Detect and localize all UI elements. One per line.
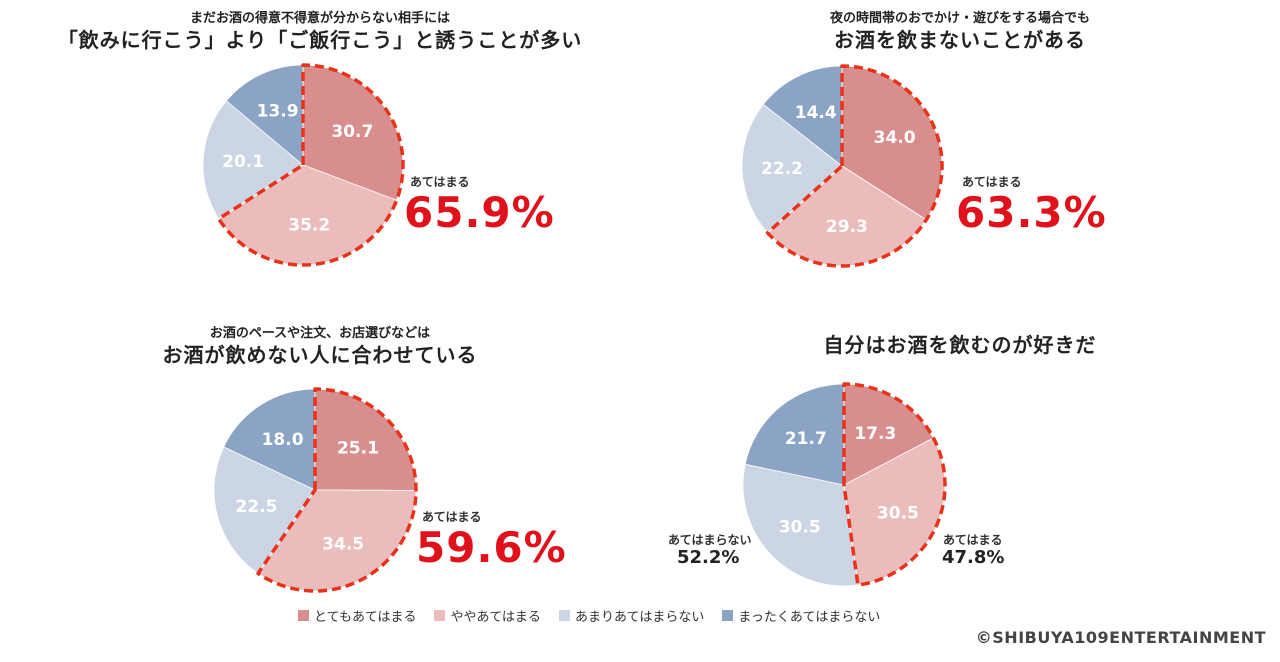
legend-label: とてもあてはまる: [314, 609, 417, 625]
slice-value-label: 30.7: [331, 122, 373, 142]
pie-slice: [744, 383, 845, 486]
slice-value-label: 30.5: [877, 504, 919, 524]
copyright: ©SHIBUYA109ENTERTAINMENT: [975, 628, 1266, 647]
slice-value-label: 14.4: [795, 103, 837, 123]
legend-label: まったくあてはまらない: [738, 609, 881, 625]
pie-slice: [762, 65, 843, 167]
callout-label: あてはまる: [422, 510, 482, 524]
slice-value-label: 34.0: [874, 128, 916, 148]
callout-value: 59.6%: [416, 523, 567, 572]
chart-title: お酒を飲まないことがある: [834, 28, 1086, 52]
callout-secondary-label: あてはまらない: [668, 533, 752, 547]
slice-value-label: 21.7: [785, 429, 827, 449]
pie-slice: [223, 388, 316, 491]
callout-secondary-value: 52.2%: [677, 547, 740, 568]
slice-value-label: 22.2: [761, 159, 803, 179]
callout-value: 65.9%: [404, 188, 555, 237]
chart-title: お酒が飲めない人に合わせている: [162, 343, 478, 367]
legend-label: あまりあてはまらない: [574, 609, 705, 625]
slice-value-label: 29.3: [826, 217, 868, 237]
pie-slice: [742, 463, 859, 587]
chart-subtitle: まだお酒の得意不得意が分からない相手には: [189, 11, 450, 26]
highlight-outline: [256, 387, 418, 593]
chart-subtitle: 夜の時間帯のおでかけ・遊びをする場合でも: [829, 11, 1090, 26]
chart-panel-2: 夜の時間帯のおでかけ・遊びをする場合でも お酒を飲まないことがある 34.0 29…: [640, 0, 1280, 330]
chart-title: 「飲みに行こう」より「ご飯行こう」と誘うことが多い: [57, 28, 583, 52]
slice-value-label: 17.3: [854, 424, 896, 444]
chart-panel-1: まだお酒の得意不得意が分からない相手には 「飲みに行こう」より「ご飯行こう」と誘…: [0, 0, 640, 330]
legend-swatch: [298, 609, 309, 621]
callout-value: 47.8%: [942, 547, 1005, 568]
legend-swatch: [434, 609, 446, 621]
highlight-outline: [216, 63, 405, 267]
legend-swatch: [722, 609, 734, 621]
callout-label: あてはまる: [943, 533, 1003, 547]
pie-slice: [202, 100, 304, 220]
chart-subtitle: お酒のペースや注文、お店選びなどは: [209, 326, 431, 341]
slice-value-label: 20.1: [222, 152, 264, 172]
highlight-outline: [765, 64, 944, 268]
pie-slice: [741, 103, 843, 234]
chart-panel-3: お酒のペースや注文、お店選びなどは お酒が飲めない人に合わせている 25.1 34…: [0, 315, 640, 645]
slice-value-label: 34.5: [322, 535, 364, 555]
pie-slice: [225, 64, 304, 166]
legend-label: ややあてはまる: [450, 609, 541, 625]
slice-value-label: 30.5: [779, 517, 821, 537]
chart-panel-4: 自分はお酒を飲むのが好きだ 17.3 30.5 30.5 21.7 あてはまらない 5…: [640, 315, 1280, 645]
slice-value-label: 35.2: [288, 216, 330, 236]
legend-item: とてもあてはまる: [298, 606, 416, 625]
callout-label: あてはまる: [410, 175, 470, 189]
chart-title: 自分はお酒を飲むのが好きだ: [823, 333, 1097, 357]
legend-item: まったくあてはまらない: [722, 606, 880, 625]
callout-label: あてはまる: [962, 175, 1022, 189]
slice-value-label: 22.5: [236, 497, 278, 517]
slice-value-label: 13.9: [257, 102, 299, 122]
legend-swatch: [558, 609, 570, 621]
pie-chart: 25.1 34.5 22.5 18.0: [213, 387, 418, 593]
slice-value-label: 25.1: [337, 438, 379, 458]
highlight-outline: [842, 382, 947, 587]
pie-chart: 34.0 29.3 22.2 14.4: [741, 64, 944, 268]
pie-chart: 30.7 35.2 20.1 13.9: [202, 63, 405, 267]
legend-item: あまりあてはまらない: [558, 606, 705, 625]
pie-chart: 17.3 30.5 30.5 21.7: [742, 382, 947, 587]
legend: とてもあてはまる ややあてはまる あまりあてはまらない まったくあてはまらない: [298, 606, 898, 625]
pie-slice: [218, 164, 398, 266]
callout-value: 63.3%: [956, 188, 1107, 237]
legend-item: ややあてはまる: [434, 606, 541, 625]
slice-value-label: 18.0: [262, 430, 304, 450]
